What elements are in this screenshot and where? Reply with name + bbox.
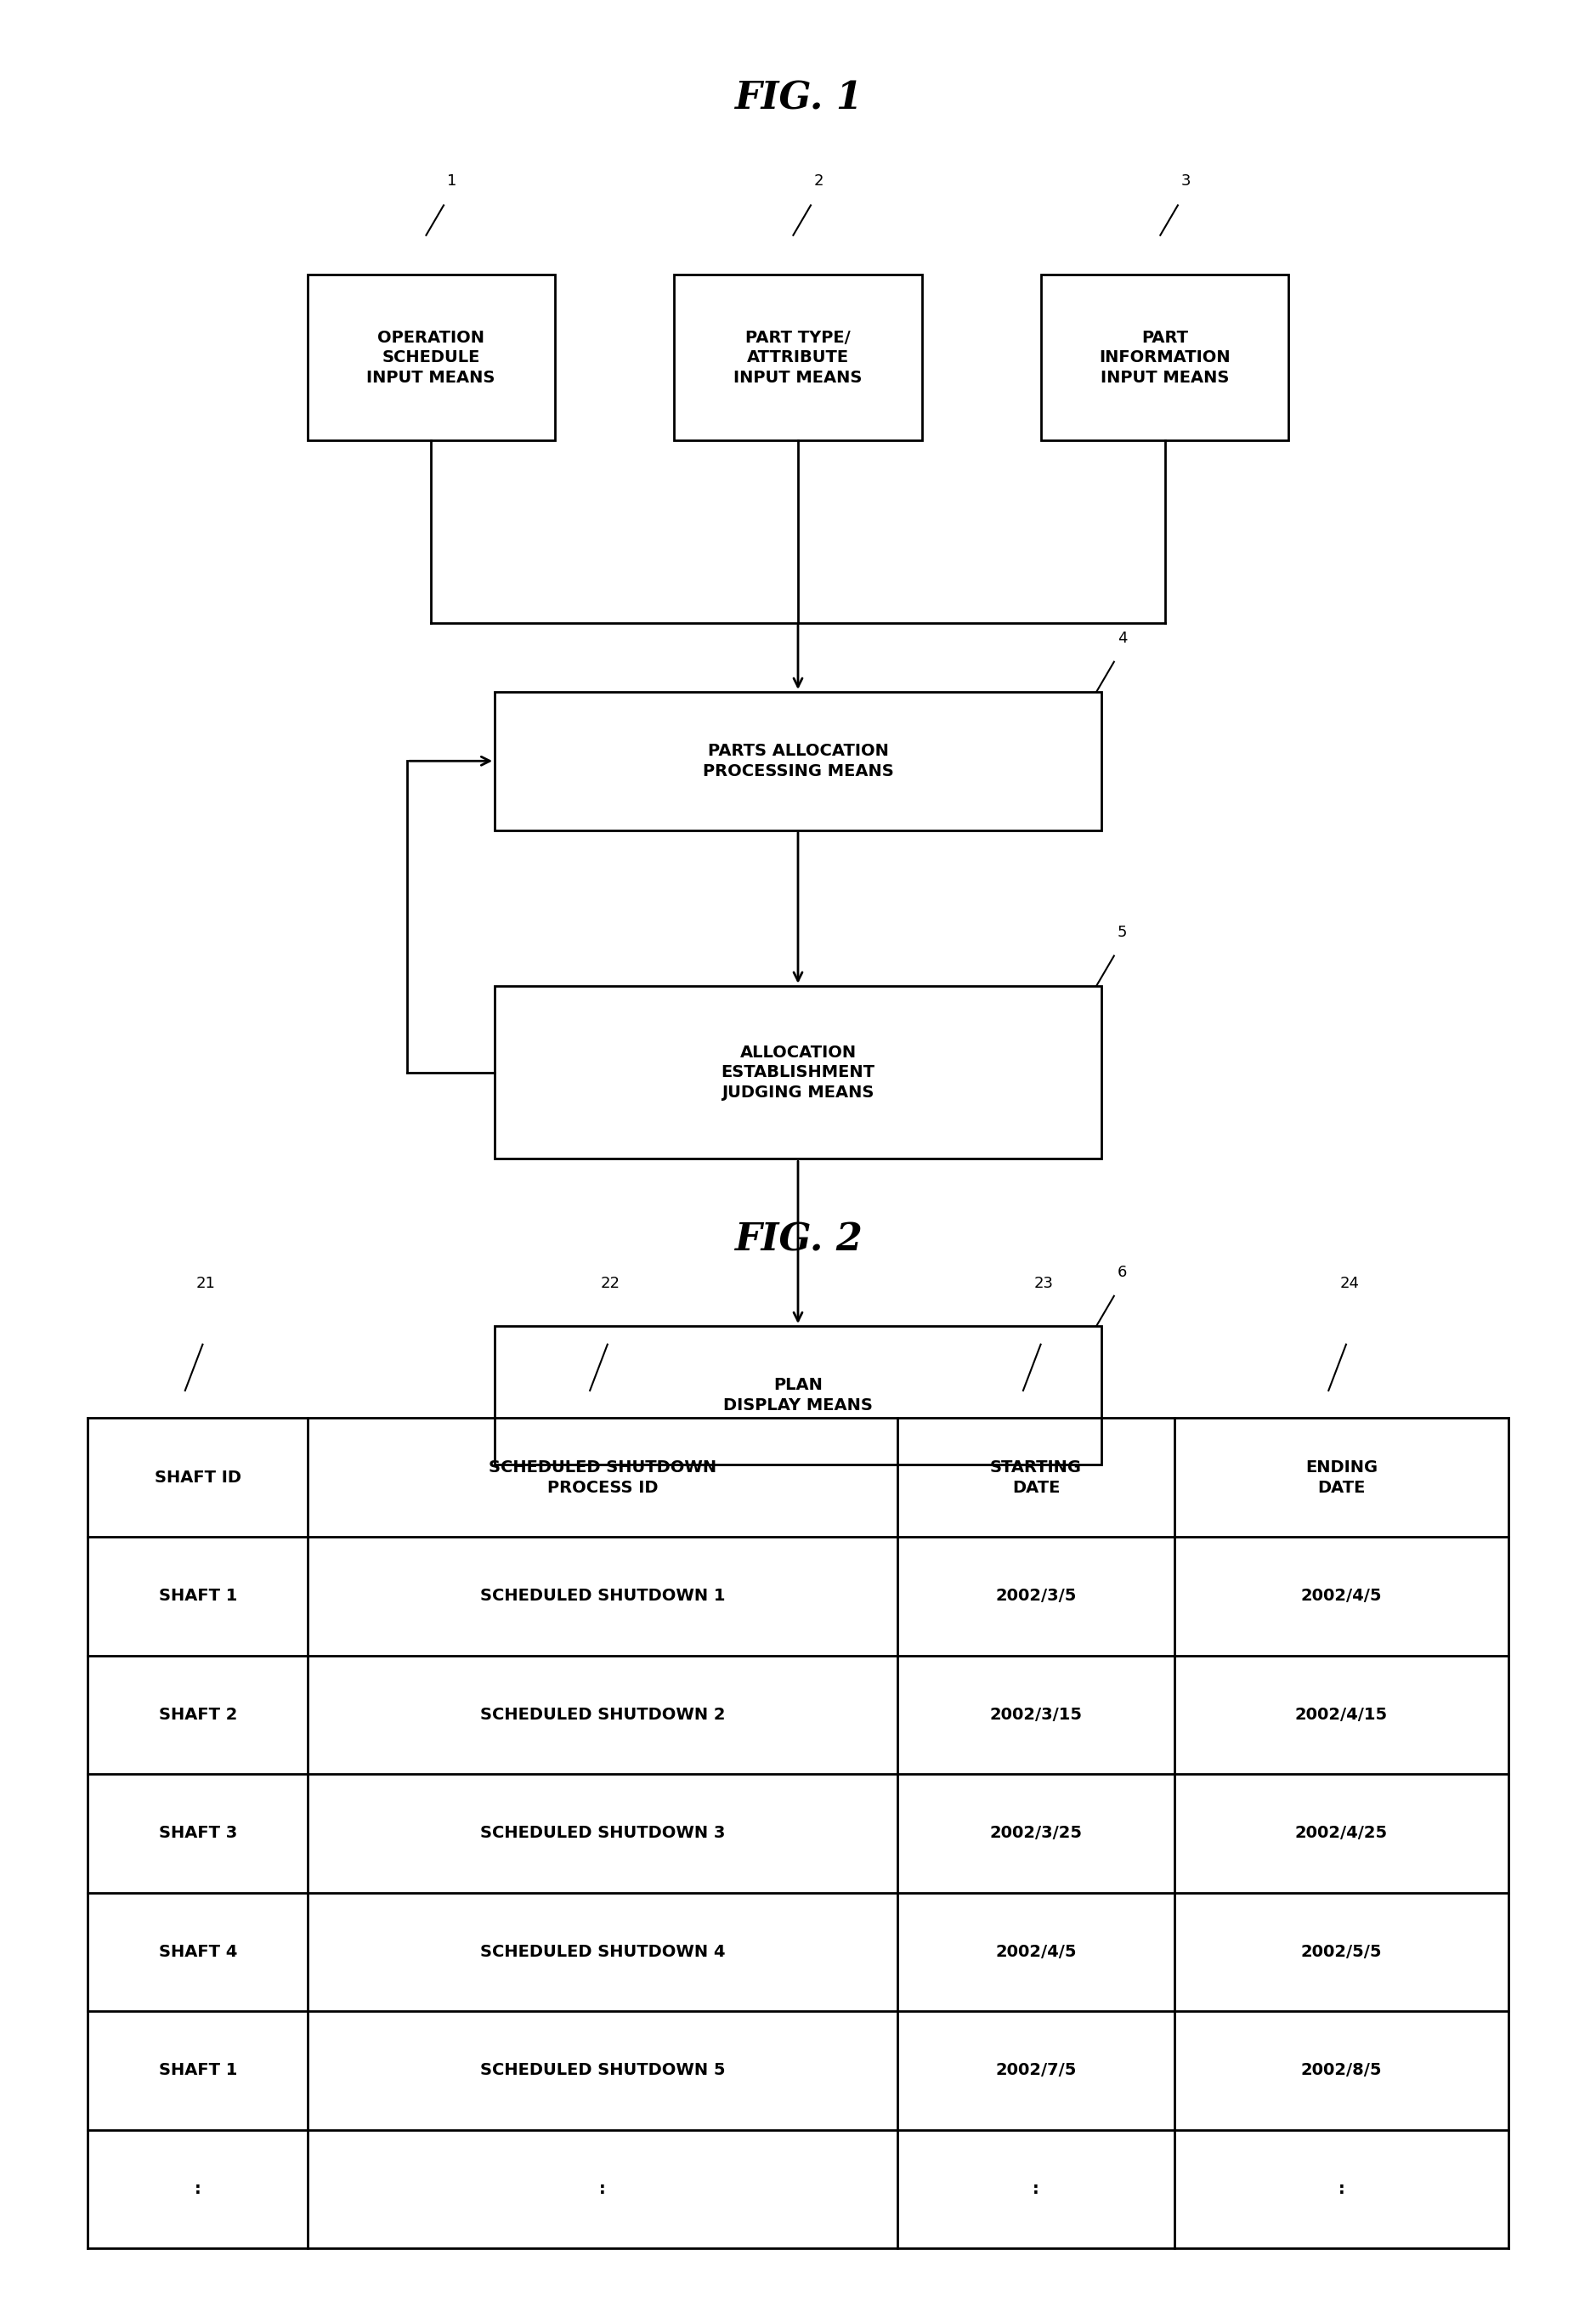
Text: OPERATION
SCHEDULE
INPUT MEANS: OPERATION SCHEDULE INPUT MEANS (367, 330, 495, 385)
Bar (1042, 274, 1290, 440)
Text: 2002/3/25: 2002/3/25 (990, 1824, 1082, 1842)
Text: ENDING
DATE: ENDING DATE (1306, 1460, 1377, 1497)
Text: 22: 22 (602, 1275, 621, 1291)
Text: PART TYPE/
ATTRIBUTE
INPUT MEANS: PART TYPE/ ATTRIBUTE INPUT MEANS (734, 330, 862, 385)
Text: SCHEDULED SHUTDOWN 1: SCHEDULED SHUTDOWN 1 (480, 1589, 725, 1605)
Text: 23: 23 (1034, 1275, 1053, 1291)
Text: 21: 21 (196, 1275, 215, 1291)
Text: FIG. 1: FIG. 1 (734, 81, 862, 118)
Text: FIG. 2: FIG. 2 (734, 1222, 862, 1259)
Text: SHAFT 2: SHAFT 2 (158, 1706, 238, 1723)
Text: :: : (600, 2181, 606, 2198)
Text: 2002/4/15: 2002/4/15 (1294, 1706, 1387, 1723)
Text: SHAFT 3: SHAFT 3 (158, 1824, 238, 1842)
Bar (495, 1326, 1101, 1464)
Text: SHAFT 4: SHAFT 4 (158, 1944, 238, 1960)
Text: 24: 24 (1339, 1275, 1360, 1291)
Text: 2002/4/5: 2002/4/5 (996, 1944, 1077, 1960)
Text: SCHEDULED SHUTDOWN 5: SCHEDULED SHUTDOWN 5 (480, 2062, 725, 2078)
Text: 6: 6 (1117, 1264, 1127, 1280)
Text: SHAFT 1: SHAFT 1 (158, 2062, 238, 2078)
Text: SHAFT 1: SHAFT 1 (158, 1589, 238, 1605)
Text: 3: 3 (1181, 173, 1191, 189)
Text: 1: 1 (447, 173, 456, 189)
Text: 2002/3/5: 2002/3/5 (996, 1589, 1076, 1605)
Text: 4: 4 (1117, 630, 1127, 646)
Text: STARTING
DATE: STARTING DATE (990, 1460, 1082, 1497)
Text: PART
INFORMATION
INPUT MEANS: PART INFORMATION INPUT MEANS (1100, 330, 1231, 385)
Text: PARTS ALLOCATION
PROCESSING MEANS: PARTS ALLOCATION PROCESSING MEANS (702, 743, 894, 779)
Text: :: : (1337, 2181, 1344, 2198)
Bar (306, 274, 555, 440)
Text: 2002/3/15: 2002/3/15 (990, 1706, 1082, 1723)
Text: 2002/4/25: 2002/4/25 (1294, 1824, 1387, 1842)
Text: PLAN
DISPLAY MEANS: PLAN DISPLAY MEANS (723, 1377, 873, 1414)
Text: SCHEDULED SHUTDOWN
PROCESS ID: SCHEDULED SHUTDOWN PROCESS ID (488, 1460, 717, 1497)
Text: SCHEDULED SHUTDOWN 3: SCHEDULED SHUTDOWN 3 (480, 1824, 725, 1842)
Text: 2002/7/5: 2002/7/5 (996, 2062, 1076, 2078)
Text: SHAFT ID: SHAFT ID (155, 1469, 241, 1485)
Bar (495, 987, 1101, 1158)
Text: SCHEDULED SHUTDOWN 4: SCHEDULED SHUTDOWN 4 (480, 1944, 725, 1960)
Text: ALLOCATION
ESTABLISHMENT
JUDGING MEANS: ALLOCATION ESTABLISHMENT JUDGING MEANS (721, 1045, 875, 1100)
Bar (674, 274, 922, 440)
Text: 2002/4/5: 2002/4/5 (1301, 1589, 1382, 1605)
Text: 5: 5 (1117, 925, 1127, 941)
Text: SCHEDULED SHUTDOWN 2: SCHEDULED SHUTDOWN 2 (480, 1706, 725, 1723)
Text: :: : (1033, 2181, 1039, 2198)
Bar (495, 692, 1101, 830)
Text: 2002/8/5: 2002/8/5 (1301, 2062, 1382, 2078)
Text: :: : (195, 2181, 201, 2198)
Text: 2002/5/5: 2002/5/5 (1301, 1944, 1382, 1960)
Text: 2: 2 (814, 173, 824, 189)
